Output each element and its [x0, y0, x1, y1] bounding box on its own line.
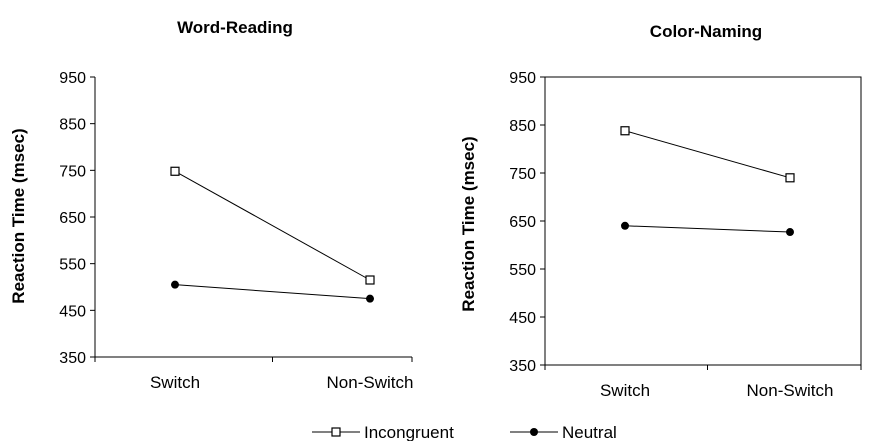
y-tick-label: 550	[59, 257, 86, 274]
y-tick-label: 750	[59, 163, 86, 180]
series-line-neutral	[174, 284, 371, 300]
data-point-neutral	[171, 280, 179, 289]
y-tick-label: 350	[509, 358, 536, 375]
x-category-label: Non-Switch	[747, 381, 834, 400]
legend-label-neutral: Neutral	[562, 423, 617, 441]
filled-circle-marker	[530, 428, 538, 436]
word-reading-panel: Word-Reading Reaction Time (msec) 350 450…	[9, 18, 413, 392]
chart-title: Color-Naming	[650, 22, 762, 41]
x-category-label: Switch	[150, 373, 200, 392]
legend-item-incongruent: Incongruent	[312, 423, 454, 441]
y-tick-label: 350	[59, 350, 86, 367]
chart-title: Word-Reading	[177, 18, 293, 37]
y-tick-label: 850	[59, 117, 86, 134]
y-tick-label: 950	[509, 70, 536, 87]
y-axis-label: Reaction Time (msec)	[459, 136, 478, 311]
data-point-neutral	[786, 228, 794, 237]
data-point-incongruent	[365, 275, 375, 285]
y-tick-label: 650	[59, 210, 86, 227]
y-tick-label: 650	[509, 214, 536, 231]
open-square-marker	[331, 427, 341, 437]
y-tick-label: 450	[509, 310, 536, 327]
data-point-incongruent	[785, 173, 795, 183]
series-line-neutral	[624, 225, 791, 233]
x-category-label: Switch	[600, 381, 650, 400]
y-tick-label: 850	[509, 118, 536, 135]
y-axis-label: Reaction Time (msec)	[9, 128, 28, 303]
y-tick-label: 450	[59, 303, 86, 320]
y-tick-label: 550	[509, 262, 536, 279]
data-point-incongruent	[620, 126, 630, 136]
x-category-label: Non-Switch	[327, 373, 414, 392]
y-tick-label: 950	[59, 70, 86, 87]
legend-label-incongruent: Incongruent	[364, 423, 454, 441]
color-naming-panel: Color-Naming Reaction Time (msec) 350 450…	[459, 22, 862, 400]
plot-frame	[544, 76, 862, 366]
legend: Incongruent Neutral	[312, 423, 617, 441]
series-line-incongruent	[624, 130, 791, 179]
y-tick-label: 750	[509, 166, 536, 183]
series-line-incongruent	[174, 170, 371, 281]
data-point-incongruent	[170, 166, 180, 176]
legend-item-neutral: Neutral	[510, 423, 617, 441]
data-point-neutral	[366, 294, 374, 303]
data-point-neutral	[621, 221, 629, 230]
